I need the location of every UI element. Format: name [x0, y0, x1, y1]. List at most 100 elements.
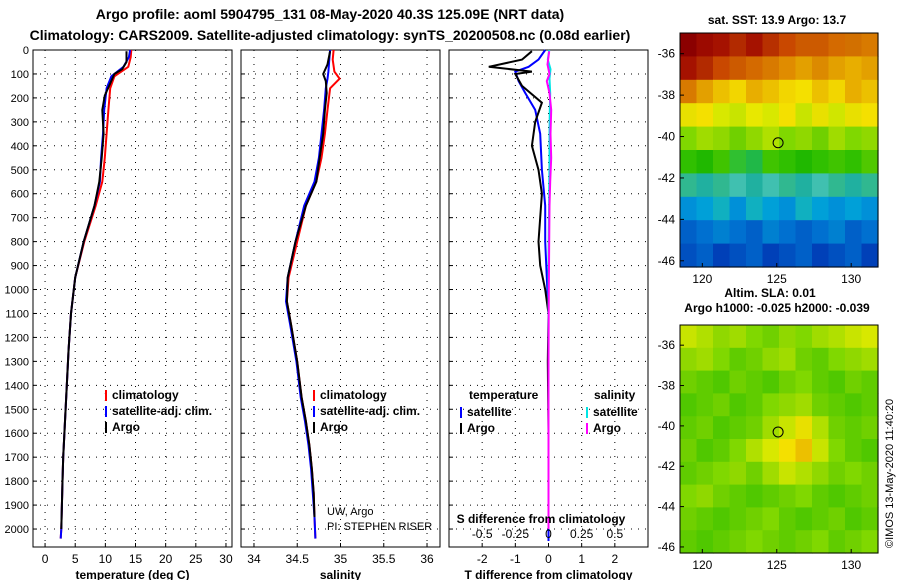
map-cell [795, 126, 813, 151]
map-cell [779, 370, 797, 394]
x-tick-label: 15 [129, 552, 143, 566]
map-cell [696, 507, 714, 531]
map-cell [812, 103, 830, 128]
map-cell [713, 439, 731, 463]
map-cell [729, 461, 747, 486]
map-cell [680, 56, 698, 81]
map-cell [779, 325, 797, 349]
map-lat-label: -36 [658, 338, 676, 352]
series-climatology [59, 49, 133, 539]
map-cell [828, 507, 846, 531]
x-tick-label: 25 [189, 552, 203, 566]
map-cell [746, 243, 764, 268]
depth-tick-label: 1500 [5, 404, 29, 416]
map-cell [762, 484, 780, 508]
map-cell [746, 507, 764, 531]
map-cell [713, 103, 731, 128]
map-cell [762, 33, 780, 57]
map-2-frame [679, 324, 879, 554]
map-cell [828, 243, 846, 268]
series-t-argo [488, 50, 550, 529]
x-axis-label: T difference from climatology [464, 568, 632, 580]
depth-tick-label: 100 [11, 69, 29, 81]
map-cell [779, 530, 797, 554]
map-cell [680, 33, 698, 57]
map-cell [812, 484, 830, 508]
map-cell [828, 416, 846, 440]
map-cell [680, 196, 698, 221]
map-cell [696, 103, 714, 128]
map-cell [861, 439, 879, 463]
map-cell [845, 416, 863, 440]
map-cell [845, 56, 863, 81]
map-cell [713, 484, 731, 508]
map-cell [845, 173, 863, 198]
map-cell [713, 126, 731, 151]
map-cell [762, 196, 780, 221]
title-line-2: Climatology: CARS2009. Satellite-adjuste… [29, 27, 631, 43]
map-cell [845, 220, 863, 245]
map-sla-subtitle: Altim. SLA: 0.01 [724, 286, 816, 300]
legend-title-temperature: temperature [469, 388, 539, 402]
x-tick-label: -1 [510, 552, 521, 566]
map-cell [729, 103, 747, 128]
map-cell [845, 126, 863, 151]
map-cell [828, 220, 846, 245]
map-cell [762, 439, 780, 463]
map-cell [861, 325, 879, 349]
map-cell [845, 103, 863, 128]
x-tick-label: 35 [334, 552, 348, 566]
map-cell [845, 461, 863, 486]
map-cell [729, 173, 747, 198]
map-cell [696, 416, 714, 440]
map-cell [828, 325, 846, 349]
map-cell [729, 126, 747, 151]
map-cell [762, 150, 780, 174]
map-lat-label: -38 [658, 379, 676, 393]
map-cell [795, 220, 813, 245]
map-cell [729, 196, 747, 221]
map-1-frame [679, 32, 879, 268]
map-cell [845, 196, 863, 221]
map-cell [762, 370, 780, 394]
map-cell [746, 150, 764, 174]
map-cell [746, 196, 764, 221]
map-cell [713, 530, 731, 554]
depth-tick-label: 1600 [5, 428, 29, 440]
legend-label: satellite-adj. clim. [112, 404, 212, 418]
map-cell [762, 507, 780, 531]
map-cell [713, 243, 731, 268]
map-sst-title: sat. SST: 13.9 Argo: 13.7 [708, 13, 847, 27]
map-cell [746, 103, 764, 128]
map-cell [696, 173, 714, 198]
secondary-tick-label: 0.5 [606, 527, 623, 541]
map-cell [680, 220, 698, 245]
map-cell [812, 220, 830, 245]
map-cell [828, 79, 846, 104]
map-cell [680, 126, 698, 151]
map-cell [746, 79, 764, 104]
x-tick-label: 20 [159, 552, 173, 566]
map-cell [746, 56, 764, 81]
map-cell [812, 347, 830, 372]
map-cell [696, 243, 714, 268]
map-cell [680, 103, 698, 128]
map-cell [713, 393, 731, 417]
map-cell [828, 484, 846, 508]
legend-label: Argo [593, 421, 621, 435]
map-cell [812, 33, 830, 57]
pi-annotation: PI: STEPHEN RISER [327, 521, 432, 533]
map-cell [861, 33, 879, 57]
map-cell [729, 530, 747, 554]
map-cell [713, 416, 731, 440]
map-cell [696, 220, 714, 245]
map-cell [861, 484, 879, 508]
series-argo [60, 51, 128, 530]
map-cell [680, 173, 698, 198]
map-cell [812, 79, 830, 104]
map-cell [861, 173, 879, 198]
map-cell [812, 325, 830, 349]
argo-position-marker [772, 137, 784, 149]
map-cell [729, 393, 747, 417]
